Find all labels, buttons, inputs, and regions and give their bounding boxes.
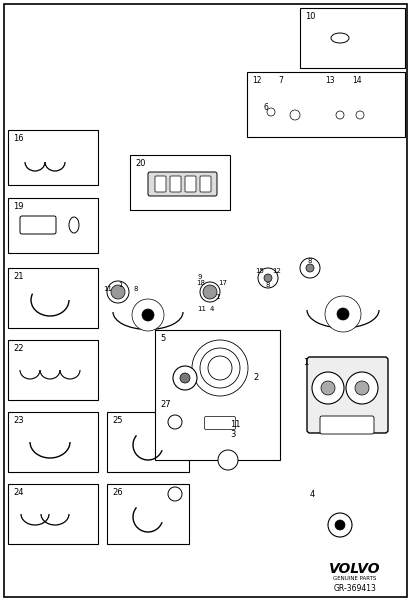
Circle shape (142, 309, 154, 321)
FancyBboxPatch shape (155, 176, 166, 192)
FancyBboxPatch shape (205, 416, 236, 430)
Ellipse shape (331, 33, 349, 43)
Text: 7: 7 (278, 76, 283, 85)
Text: 11: 11 (230, 420, 240, 429)
Circle shape (346, 372, 378, 404)
Bar (8, 130, 98, 185)
Circle shape (312, 372, 344, 404)
Text: 17: 17 (218, 280, 227, 286)
Text: GR-369413: GR-369413 (334, 584, 376, 593)
Circle shape (306, 264, 314, 272)
Text: GENUINE PARTS: GENUINE PARTS (333, 576, 377, 581)
Circle shape (118, 285, 178, 345)
FancyBboxPatch shape (307, 357, 388, 433)
Text: 21: 21 (13, 272, 23, 281)
Bar (8, 340, 98, 400)
Bar (155, 330, 280, 460)
Text: 6: 6 (263, 103, 268, 112)
Bar (8, 484, 98, 544)
Text: 27: 27 (160, 400, 171, 409)
Bar (8, 268, 98, 328)
Bar (107, 484, 189, 544)
Circle shape (218, 450, 238, 470)
FancyBboxPatch shape (170, 176, 181, 192)
Bar (107, 412, 189, 472)
Text: 3: 3 (230, 430, 236, 439)
Text: 24: 24 (13, 488, 23, 497)
Text: VOLVO: VOLVO (329, 562, 381, 576)
Circle shape (258, 268, 278, 288)
Circle shape (168, 487, 182, 501)
Circle shape (168, 415, 182, 429)
Circle shape (173, 366, 197, 390)
Circle shape (132, 299, 164, 331)
Bar (130, 155, 230, 210)
Circle shape (180, 373, 190, 383)
Circle shape (267, 108, 275, 116)
Text: 11: 11 (103, 286, 112, 292)
Text: 1: 1 (303, 358, 308, 367)
FancyBboxPatch shape (148, 172, 217, 196)
Text: 15: 15 (255, 268, 264, 274)
Bar (8, 198, 98, 253)
Circle shape (300, 258, 320, 278)
Circle shape (355, 381, 369, 395)
Circle shape (328, 513, 352, 537)
FancyBboxPatch shape (320, 416, 374, 434)
Circle shape (356, 111, 364, 119)
Text: 8: 8 (265, 282, 270, 288)
Text: 23: 23 (13, 416, 23, 425)
Text: 19: 19 (13, 202, 23, 211)
Circle shape (290, 110, 300, 120)
Circle shape (111, 285, 125, 299)
Circle shape (321, 381, 335, 395)
Text: 13: 13 (325, 76, 335, 85)
Text: 5: 5 (160, 334, 165, 343)
Circle shape (336, 111, 344, 119)
Circle shape (203, 285, 217, 299)
Text: 20: 20 (135, 159, 145, 168)
Text: 12: 12 (272, 268, 281, 274)
Ellipse shape (69, 217, 79, 233)
Text: 4: 4 (310, 490, 315, 499)
Text: 25: 25 (112, 416, 122, 425)
Text: 1: 1 (118, 282, 122, 288)
Text: 11: 11 (197, 306, 206, 312)
Text: 9: 9 (197, 274, 201, 280)
FancyBboxPatch shape (185, 176, 196, 192)
Bar (247, 72, 405, 137)
Text: 22: 22 (13, 344, 23, 353)
Circle shape (335, 520, 345, 530)
Text: 12: 12 (252, 76, 261, 85)
Text: 4: 4 (210, 306, 215, 312)
Text: 16: 16 (13, 134, 23, 143)
Circle shape (264, 274, 272, 282)
Circle shape (325, 296, 361, 332)
Text: 14: 14 (352, 76, 362, 85)
FancyBboxPatch shape (200, 176, 211, 192)
Bar (300, 8, 405, 68)
Circle shape (337, 308, 349, 320)
Bar (8, 412, 98, 472)
Text: 8: 8 (133, 286, 138, 292)
Text: 1: 1 (215, 294, 219, 300)
Text: 8: 8 (307, 258, 312, 264)
FancyBboxPatch shape (20, 216, 56, 234)
Text: 26: 26 (112, 488, 122, 497)
Text: 18: 18 (196, 280, 205, 286)
Circle shape (311, 282, 375, 346)
Text: 2: 2 (253, 373, 258, 382)
Text: 10: 10 (305, 12, 316, 21)
